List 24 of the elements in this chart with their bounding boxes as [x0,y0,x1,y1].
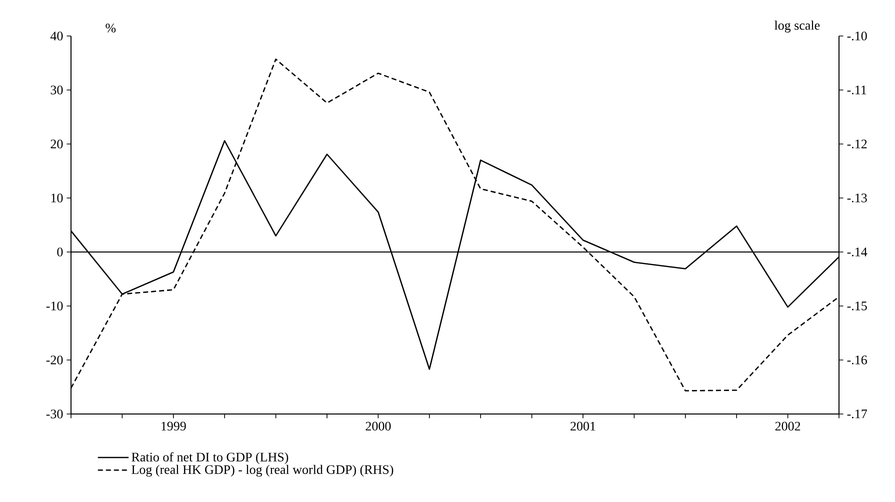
y2-tick-label: -.14 [847,248,868,256]
y-tick-label: 20 [50,140,63,148]
y-tick-label: -20 [46,356,63,364]
x-tick-label: 2001 [570,422,596,431]
y-tick-label: 30 [50,86,63,94]
legend-label: Log (real HK GDP) - log (real world GDP) (RHS) [132,464,394,477]
y2-tick-label: -.12 [847,140,867,148]
y2-tick-label: -.13 [847,194,867,202]
y-axis-title: % [106,24,116,32]
x-tick-label: 2002 [775,422,800,431]
y2-tick-label: -.10 [847,32,867,40]
legend-label: Ratio of net DI to GDP (LHS) [132,452,288,464]
y-tick-label: -10 [46,302,63,310]
y-tick-label: -30 [46,410,63,418]
y2-tick-label: -.15 [847,302,867,310]
y2-tick-label: -.17 [847,410,868,418]
y-tick-label: 10 [51,194,63,202]
y-tick-label: 0 [57,248,63,256]
x-tick-label: 1999 [162,422,186,431]
y2-tick-label: -.11 [847,86,866,94]
y2-axis-title: log scale [774,20,820,32]
y-tick-label: 40 [50,32,63,40]
y2-tick-label: -.16 [847,356,867,364]
x-tick-label: 2000 [366,422,391,431]
